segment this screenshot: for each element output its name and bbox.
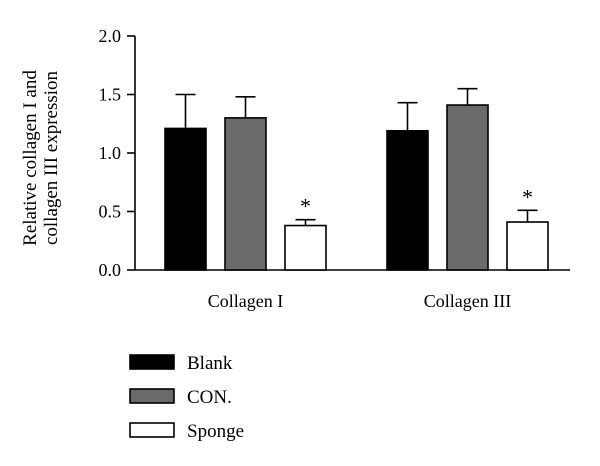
legend-swatch (129, 422, 175, 438)
y-tick-label: 1.0 (99, 143, 122, 163)
y-tick-label: 0.5 (99, 202, 122, 222)
legend-swatch (129, 354, 175, 370)
y-axis-title: Relative collagen I andcollagen III expr… (20, 70, 62, 246)
bar (224, 117, 267, 271)
legend-label: Blank (187, 353, 233, 374)
y-tick-label: 1.5 (99, 85, 122, 105)
y-axis-label-line: Relative collagen I and (20, 70, 41, 246)
significance-marker: * (300, 194, 311, 219)
y-axis-label: Relative collagen I andcollagen III expr… (20, 70, 62, 246)
legend-label: Sponge (187, 421, 244, 442)
x-tick-label: Collagen I (208, 291, 283, 311)
y-tick-label: 0.0 (99, 260, 122, 280)
legend-label: CON. (187, 387, 232, 408)
bars: * * (164, 87, 549, 271)
y-axis-label-line: collagen III expression (41, 70, 62, 245)
bar (164, 127, 207, 271)
bar (506, 221, 549, 271)
bar (386, 129, 429, 271)
significance-marker: * (522, 184, 533, 209)
axes: 0.0 0.5 1.0 1.5 2.0 (99, 26, 570, 280)
legend: Blank CON. Sponge (129, 353, 244, 442)
x-tick-labels: Collagen I Collagen III (208, 291, 511, 311)
y-tick-label: 2.0 (99, 26, 122, 46)
bar (284, 224, 327, 271)
legend-swatch (129, 388, 175, 404)
bar (446, 104, 489, 271)
x-tick-label: Collagen III (424, 291, 511, 311)
